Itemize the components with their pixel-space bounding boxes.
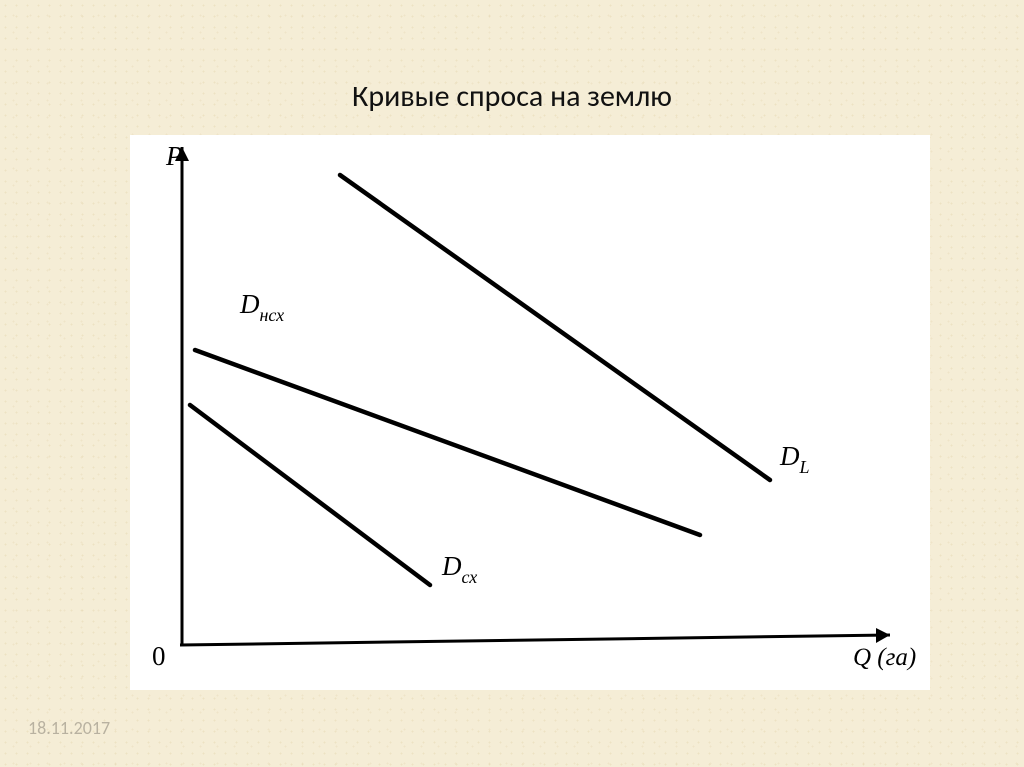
slide-title: Кривые спроса на землю <box>0 78 1024 115</box>
label-DL: DL <box>779 441 810 477</box>
label-Dcx: Dсх <box>441 551 477 587</box>
label-Dhcx-sub: нсх <box>260 305 285 325</box>
label-Dcx-main: D <box>441 551 462 581</box>
label-DL-sub: L <box>799 457 810 477</box>
label-Dhcx-main: D <box>239 289 260 319</box>
label-DL-main: D <box>779 441 800 471</box>
demand-curves-chart: P 0 Q (га) DL Dнсх Dсх <box>130 135 930 690</box>
x-axis-label: Q (га) <box>853 644 916 671</box>
curve-DL <box>340 175 770 480</box>
slide-date: 18.11.2017 <box>28 717 110 739</box>
chart-panel: P 0 Q (га) DL Dнсх Dсх <box>130 135 930 690</box>
x-axis <box>180 635 890 645</box>
curve-Dcx <box>190 405 430 585</box>
label-Dhcx: Dнсх <box>239 289 284 325</box>
x-axis-arrow <box>876 628 890 643</box>
origin-label: 0 <box>152 641 166 671</box>
label-Dcx-sub: сх <box>462 567 478 587</box>
y-axis-label: P <box>165 141 183 171</box>
